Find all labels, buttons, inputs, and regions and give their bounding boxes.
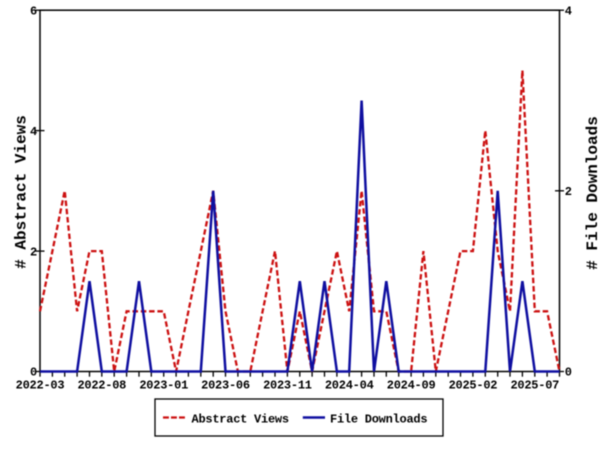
svg-text:4: 4 <box>30 125 37 139</box>
svg-text:2023-06: 2023-06 <box>201 378 250 392</box>
svg-text:4: 4 <box>565 4 572 18</box>
svg-text:# File Downloads: # File Downloads <box>584 116 600 270</box>
svg-text:0: 0 <box>565 366 572 380</box>
svg-text:# Abstract Views: # Abstract Views <box>13 115 31 269</box>
svg-text:2: 2 <box>30 245 37 259</box>
svg-text:2025-02: 2025-02 <box>449 378 498 392</box>
svg-text:2022-03: 2022-03 <box>16 378 65 392</box>
svg-text:2025-07: 2025-07 <box>510 378 559 392</box>
svg-text:2022-08: 2022-08 <box>77 378 126 392</box>
svg-text:2024-09: 2024-09 <box>387 378 436 392</box>
svg-text:2: 2 <box>565 185 572 199</box>
svg-text:2023-01: 2023-01 <box>139 378 188 392</box>
svg-text:0: 0 <box>30 366 37 380</box>
svg-text:2024-04: 2024-04 <box>325 378 374 392</box>
svg-text:Abstract Views: Abstract Views <box>192 413 289 427</box>
svg-text:2023-11: 2023-11 <box>263 378 312 392</box>
svg-text:6: 6 <box>30 4 37 18</box>
svg-text:File Downloads: File Downloads <box>330 413 427 427</box>
